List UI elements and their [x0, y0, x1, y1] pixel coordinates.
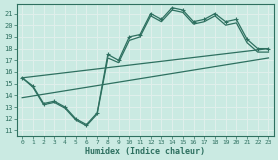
- X-axis label: Humidex (Indice chaleur): Humidex (Indice chaleur): [85, 147, 205, 156]
